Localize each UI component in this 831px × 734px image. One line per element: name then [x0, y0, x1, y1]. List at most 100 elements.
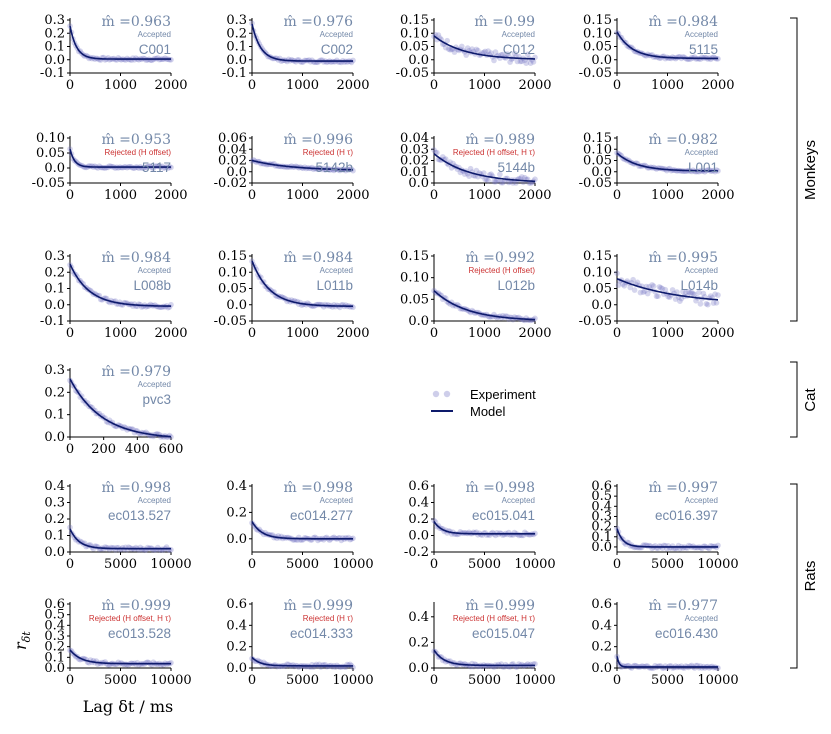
- recording-name: ec016.397: [655, 508, 718, 523]
- experiment-point: [700, 290, 707, 297]
- experiment-point: [505, 179, 512, 186]
- y-tick-label: 0.3: [44, 363, 65, 378]
- experiment-point: [677, 298, 683, 305]
- recording-name: ec014.333: [290, 626, 353, 641]
- x-tick-label: 0: [248, 78, 256, 93]
- experiment-point: [693, 298, 699, 304]
- experiment-point: [265, 286, 271, 293]
- model-curve: [69, 148, 171, 168]
- x-tick-label: 10000: [697, 673, 738, 688]
- experiment-point: [665, 293, 671, 300]
- experiment-point: [614, 525, 620, 532]
- y-tick-label: 0.0: [44, 545, 65, 560]
- experiment-point: [653, 293, 660, 300]
- experiment-point: [431, 517, 437, 524]
- y-tick-label: 0.2: [408, 512, 429, 527]
- x-tick-label: 0: [430, 557, 438, 572]
- mhat-label: m̂ =0.963: [101, 14, 171, 30]
- experiment-point: [511, 50, 518, 57]
- y-tick-label: 0.2: [44, 640, 65, 655]
- experiment-point: [488, 171, 494, 177]
- experiment-point: [712, 291, 718, 298]
- recording-name: ec015.041: [472, 508, 535, 523]
- x-tick-label: 200: [91, 442, 116, 457]
- x-tick-label: 10000: [514, 557, 555, 572]
- recording-name: L012b: [497, 278, 535, 293]
- experiment-point: [500, 51, 506, 58]
- legend-experiment-dot: [443, 390, 451, 398]
- mhat-label: m̂ =0.998: [465, 480, 535, 496]
- experiment-point: [67, 146, 73, 152]
- experiment-point: [432, 519, 439, 525]
- mhat-label: m̂ =0.976: [283, 14, 353, 30]
- model-curve: [251, 260, 353, 307]
- experiment-point: [435, 32, 442, 38]
- experiment-point: [707, 293, 714, 299]
- status-label: Rejected (H τ): [303, 614, 354, 623]
- recording-name: pvc3: [142, 392, 171, 407]
- model-curve: [69, 263, 172, 307]
- model-curve: [69, 378, 172, 438]
- status-label: Accepted: [685, 30, 718, 39]
- panel-5142b: -0.020.00.020.040.06 0 1000 2000 m̂ =0.996Re…: [214, 131, 370, 203]
- x-tick-label: 2000: [701, 188, 734, 203]
- status-label: Accepted: [685, 266, 718, 275]
- experiment-point: [519, 58, 525, 65]
- panel-L014b: -0.050.00.05 0.100.15 0 1000 2000 m̂ =0.995Ac…: [579, 249, 735, 341]
- mhat-label: m̂ =0.999: [283, 598, 353, 614]
- experiment-point: [350, 304, 356, 311]
- experiment-point: [253, 526, 260, 532]
- experiment-point: [621, 540, 628, 546]
- x-tick-label: 10000: [332, 673, 373, 688]
- panel-ec013.528: 0.00.10.20.30.40.50.6 0 5000 10000 m̂ =0.999…: [44, 597, 191, 688]
- x-tick-label: 1000: [104, 188, 137, 203]
- x-tick-label: 5000: [468, 673, 501, 688]
- status-label: Rejected (H offset): [104, 148, 171, 157]
- experiment-point: [445, 46, 452, 52]
- panel-C012: -0.050.00.050.100.15 0 1000 2000 m̂ =0.99Acc…: [396, 13, 552, 93]
- x-tick-label: 0: [66, 78, 74, 93]
- experiment-point: [485, 177, 492, 184]
- experiment-point: [642, 288, 648, 294]
- x-tick-label: 1000: [286, 326, 319, 341]
- y-tick-label: 0.1: [44, 408, 65, 423]
- experiment-point: [631, 287, 638, 293]
- experiment-point: [168, 547, 174, 553]
- experiment-point: [644, 290, 651, 297]
- y-tick-label: 0.3: [44, 496, 65, 511]
- status-label: Accepted: [138, 496, 171, 505]
- y-axis-label-sub: δt: [20, 631, 33, 643]
- experiment-point: [662, 286, 669, 293]
- x-tick-label: 1000: [468, 188, 501, 203]
- y-tick-label: 0.3: [44, 13, 65, 28]
- y-tick-label: 0.6: [44, 597, 65, 612]
- x-tick-label: 1000: [286, 188, 319, 203]
- status-label: Rejected (H offset): [468, 266, 535, 275]
- mhat-label: m̂ =0.998: [283, 480, 353, 496]
- experiment-point: [467, 165, 474, 172]
- x-tick-label: 2000: [518, 326, 551, 341]
- experiment-point: [500, 179, 506, 186]
- recording-name: ec015.047: [472, 626, 535, 641]
- experiment-point: [473, 46, 480, 53]
- legend-experiment-dot: [432, 390, 440, 398]
- model-curve: [69, 25, 171, 60]
- y-tick-label: -0.05: [579, 314, 612, 329]
- experiment-point: [658, 285, 664, 291]
- y-tick-label: 0.4: [44, 618, 65, 633]
- experiment-point: [442, 44, 449, 51]
- y-tick-label: -0.1: [40, 314, 65, 329]
- y-tick-label: 0.6: [591, 479, 612, 494]
- experiment-point: [524, 51, 531, 58]
- experiment-point: [488, 50, 494, 56]
- model-curve: [616, 31, 718, 60]
- experiment-point: [498, 179, 505, 186]
- experiment-point: [672, 296, 679, 302]
- experiment-point: [705, 301, 711, 308]
- experiment-point: [504, 51, 511, 57]
- y-tick-label: 0.2: [44, 265, 65, 280]
- experiment-point: [650, 283, 657, 289]
- x-tick-label: 0: [66, 188, 74, 203]
- status-label: Rejected (H offset, H τ): [89, 614, 171, 623]
